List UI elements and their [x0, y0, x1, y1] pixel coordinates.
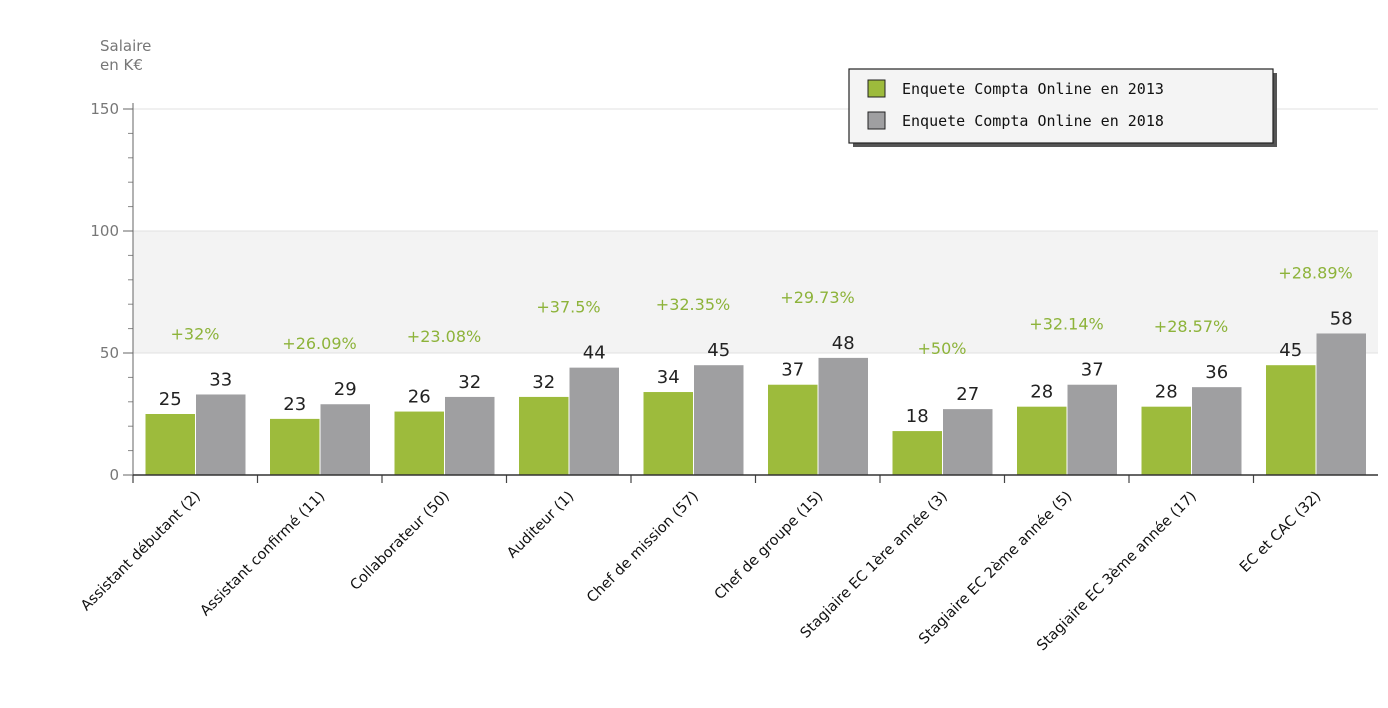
bar-2018 — [1067, 384, 1117, 475]
growth-annotation: +26.09% — [282, 334, 356, 353]
category-label: Chef de groupe (15) — [712, 489, 827, 604]
value-label-2018: 36 — [1205, 362, 1228, 383]
bar-2013 — [519, 396, 569, 475]
growth-annotation: +28.89% — [1278, 263, 1352, 282]
bar-2013 — [768, 384, 818, 475]
value-label-2013: 28 — [1155, 382, 1178, 403]
plot-background — [133, 109, 1378, 475]
legend-label: Enquete Compta Online en 2018 — [902, 112, 1164, 130]
bar-2013 — [1141, 406, 1191, 475]
value-label-2013: 18 — [906, 406, 929, 427]
bar-2018 — [569, 367, 619, 475]
bar-2018 — [1316, 333, 1366, 475]
value-label-2013: 37 — [781, 360, 804, 381]
legend: Enquete Compta Online en 2013 Enquete Com… — [848, 68, 1277, 147]
value-label-2013: 26 — [408, 387, 431, 408]
value-label-2018: 48 — [832, 333, 855, 354]
plot-band — [133, 231, 1378, 353]
category-label: Collaborateur (50) — [347, 489, 452, 594]
bar-2018 — [320, 404, 370, 475]
bar-2018 — [818, 357, 868, 475]
value-label-2018: 27 — [956, 384, 979, 405]
growth-annotation: +32% — [171, 324, 220, 343]
bars — [145, 333, 1366, 475]
category-label: Assistant débutant (2) — [78, 489, 204, 615]
y-tick-label: 100 — [90, 222, 119, 240]
value-label-2018: 58 — [1330, 308, 1353, 329]
bar-2013 — [1017, 406, 1067, 475]
growth-annotation: +28.57% — [1154, 317, 1228, 336]
growth-annotation: +32.35% — [656, 295, 730, 314]
category-label: Auditeur (1) — [504, 489, 577, 562]
bar-2013 — [270, 418, 320, 475]
value-label-2013: 45 — [1279, 340, 1302, 361]
data-labels: 25 33 +32% 23 29 +26.09% 26 32 +23.08% 32 44 +37.5%… — [159, 263, 1353, 427]
bar-2013 — [145, 414, 195, 475]
bar-2018 — [445, 396, 495, 475]
value-label-2013: 32 — [532, 372, 555, 393]
y-tick-label: 0 — [109, 466, 119, 484]
legend-swatch — [867, 111, 886, 130]
value-label-2018: 37 — [1081, 360, 1104, 381]
bar-2013 — [1266, 365, 1316, 475]
category-label: Stagiaire EC 2ème année (5) — [916, 489, 1075, 648]
value-label-2018: 33 — [209, 369, 232, 390]
value-label-2013: 28 — [1030, 382, 1053, 403]
legend-label: Enquete Compta Online en 2013 — [902, 80, 1164, 98]
y-tick-label: 150 — [90, 100, 119, 118]
category-label: Chef de mission (57) — [584, 489, 702, 607]
value-label-2018: 32 — [458, 372, 481, 393]
y-axis-label-line-2: en K€ — [100, 56, 143, 74]
value-label-2013: 34 — [657, 367, 680, 388]
growth-annotation: +37.5% — [536, 298, 600, 317]
bar-2013 — [892, 431, 942, 475]
value-label-2018: 45 — [707, 340, 730, 361]
legend-box — [848, 68, 1274, 144]
growth-annotation: +50% — [918, 339, 967, 358]
bar-2018 — [196, 394, 246, 475]
legend-swatch — [867, 79, 886, 98]
plot-band — [133, 353, 1378, 475]
bar-2013 — [643, 392, 693, 475]
y-axis-label-line-1: Salaire — [100, 37, 151, 55]
value-label-2013: 25 — [159, 389, 182, 410]
growth-annotation: +29.73% — [780, 288, 854, 307]
category-label: Stagiaire EC 1ère année (3) — [798, 489, 951, 642]
value-label-2013: 23 — [283, 394, 306, 415]
category-label: Assistant confirmé (11) — [198, 489, 329, 620]
bar-2018 — [943, 409, 993, 475]
growth-annotation: +23.08% — [407, 327, 481, 346]
bar-2018 — [1192, 387, 1242, 475]
growth-annotation: +32.14% — [1029, 315, 1103, 334]
bar-2018 — [694, 365, 744, 475]
y-axis: 0 50 100 150 — [90, 100, 134, 484]
bar-2013 — [394, 411, 444, 475]
y-tick-label: 50 — [100, 344, 119, 362]
value-label-2018: 29 — [334, 379, 357, 400]
x-axis: Assistant débutant (2)Assistant confirmé… — [78, 474, 1378, 654]
value-label-2018: 44 — [583, 343, 606, 364]
category-label: EC et CAC (32) — [1237, 489, 1324, 576]
